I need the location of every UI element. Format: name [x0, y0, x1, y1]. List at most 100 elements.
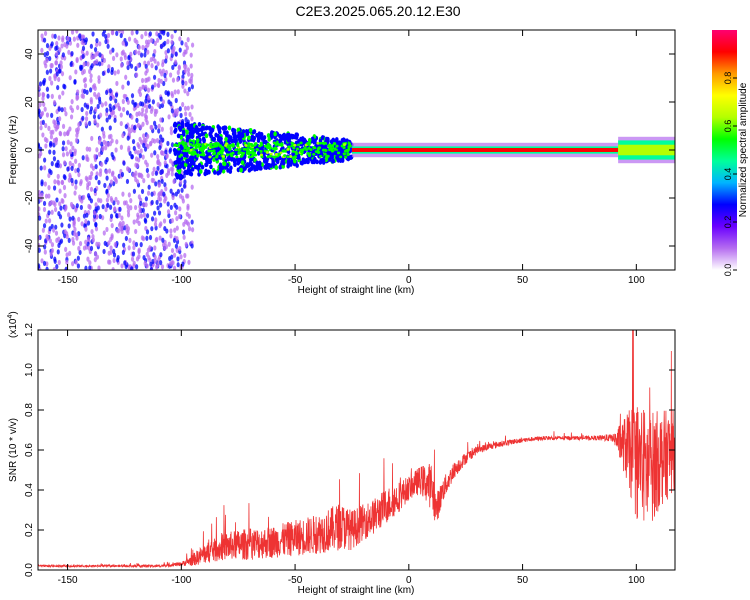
spectrogram-cell [53, 123, 57, 129]
spectrogram-cell [111, 30, 115, 36]
spectrogram-cell [117, 30, 122, 34]
tick-label: 0 [406, 275, 412, 286]
spectrogram-cell [82, 68, 86, 75]
spectrogram-cell [108, 88, 112, 94]
spectrogram-cell [248, 127, 253, 133]
spectrogram-cell [331, 144, 335, 147]
spectrogram-cell [87, 120, 92, 127]
spectrogram-cell [150, 191, 154, 197]
spectrogram-cell [150, 152, 154, 158]
spectrogram-cell [334, 150, 338, 156]
spectrogram-cell [134, 49, 138, 55]
spectrogram-cell [113, 242, 117, 248]
spectrogram-cell [81, 115, 85, 121]
spectrogram-cell [109, 95, 113, 101]
spectrogram-cell [164, 49, 168, 56]
spectrogram-cell [157, 196, 161, 202]
tick-label: -150 [58, 275, 78, 286]
spectrogram-cell [130, 266, 134, 270]
spectrogram-cell [145, 104, 149, 110]
spectrogram-cell [85, 146, 89, 152]
spectrogram-cell [181, 195, 185, 201]
spectrogram-cell [161, 137, 165, 143]
spectrogram-cell [77, 162, 81, 168]
spectrogram-cell [126, 99, 130, 105]
spectrogram-cell [119, 56, 123, 62]
spectrogram-cell [153, 150, 157, 156]
spectrogram-cell [83, 102, 87, 108]
spectrogram-cell [182, 183, 187, 189]
spectrogram-cell [66, 139, 70, 145]
spectrogram-cell [101, 70, 105, 77]
spectrogram-cell [230, 154, 234, 158]
spectrogram-cell [344, 155, 348, 159]
tick-label: -50 [288, 575, 303, 586]
spectrogram-cell [150, 177, 154, 183]
spectrogram-cell [185, 147, 190, 151]
spectrogram-cell [159, 78, 163, 85]
spectrogram-cell [48, 75, 52, 82]
spectrogram-cell [184, 111, 188, 117]
spectrogram-cell [197, 162, 202, 168]
spectrogram-cell [166, 209, 171, 215]
spectrogram-cell [102, 130, 106, 136]
spectrogram-cell [55, 40, 59, 47]
spectrogram-cell [200, 127, 204, 133]
spectrogram-cell [59, 205, 63, 211]
spectrogram-cell [60, 179, 64, 185]
spectrogram-cell [266, 133, 271, 138]
spectrogram-cell [186, 37, 190, 43]
spectrogram-cell [138, 91, 143, 98]
spectrogram-cell [105, 156, 109, 163]
spectrogram-cell [144, 39, 149, 45]
spectrogram-cell [293, 155, 297, 159]
spectrogram-cell [124, 74, 128, 80]
spectrogram-cell [226, 167, 230, 173]
spectrogram-cell [129, 205, 133, 211]
spectrogram-cell [61, 140, 66, 146]
spectrogram-cell [249, 162, 254, 167]
spectrogram-cell [240, 160, 245, 166]
spectrogram-cell [94, 202, 98, 208]
spectrogram-cell [132, 244, 136, 251]
spectrogram-cell [48, 55, 52, 62]
snr-multiplier-base: (x10 [8, 318, 19, 338]
spectrogram-cell [115, 139, 119, 145]
spectrogram-cell [76, 263, 80, 269]
spectrogram-cell [78, 241, 83, 247]
spectrogram-cell [77, 245, 81, 252]
spectrogram-cell [98, 213, 102, 220]
spectrogram-cell [326, 138, 330, 144]
spectrogram-cell [314, 150, 318, 154]
spectrogram-cell [109, 213, 114, 219]
spectrogram-cell [47, 218, 52, 224]
spectrogram-cell [237, 151, 241, 155]
spectrogram-cell [41, 91, 45, 98]
snr-multiplier-exponent: 4 [7, 315, 14, 319]
spectrogram-cell [245, 151, 249, 154]
spectrogram-cell [195, 130, 200, 135]
tick-label: 40 [24, 48, 35, 60]
spectrogram-cell [151, 99, 155, 105]
spectrogram-cell [40, 179, 44, 185]
spectrogram-cell [146, 49, 150, 55]
spectrogram-cell [150, 63, 154, 69]
spectrogram-cell [182, 221, 186, 227]
spectrogram-cell [55, 45, 59, 51]
spectrogram-cell [59, 238, 64, 244]
spectrogram-cell [290, 144, 294, 148]
spectrogram-cell [272, 141, 277, 145]
spectrogram-cell [136, 63, 140, 69]
spectrogram-cell [70, 177, 74, 184]
spectrogram-cell [273, 155, 277, 159]
spectrogram-cell [201, 151, 205, 155]
spectrogram-cell [79, 204, 83, 211]
spectrogram-cell [156, 102, 160, 108]
spectrogram-cell [47, 210, 51, 216]
spectrogram-cell [150, 226, 154, 232]
spectrogram-cell [144, 63, 148, 70]
spectrogram-cell [84, 265, 88, 270]
spectrogram-cell [212, 157, 216, 162]
spectrogram-cell [56, 84, 60, 91]
spectrogram-cell [291, 151, 295, 157]
